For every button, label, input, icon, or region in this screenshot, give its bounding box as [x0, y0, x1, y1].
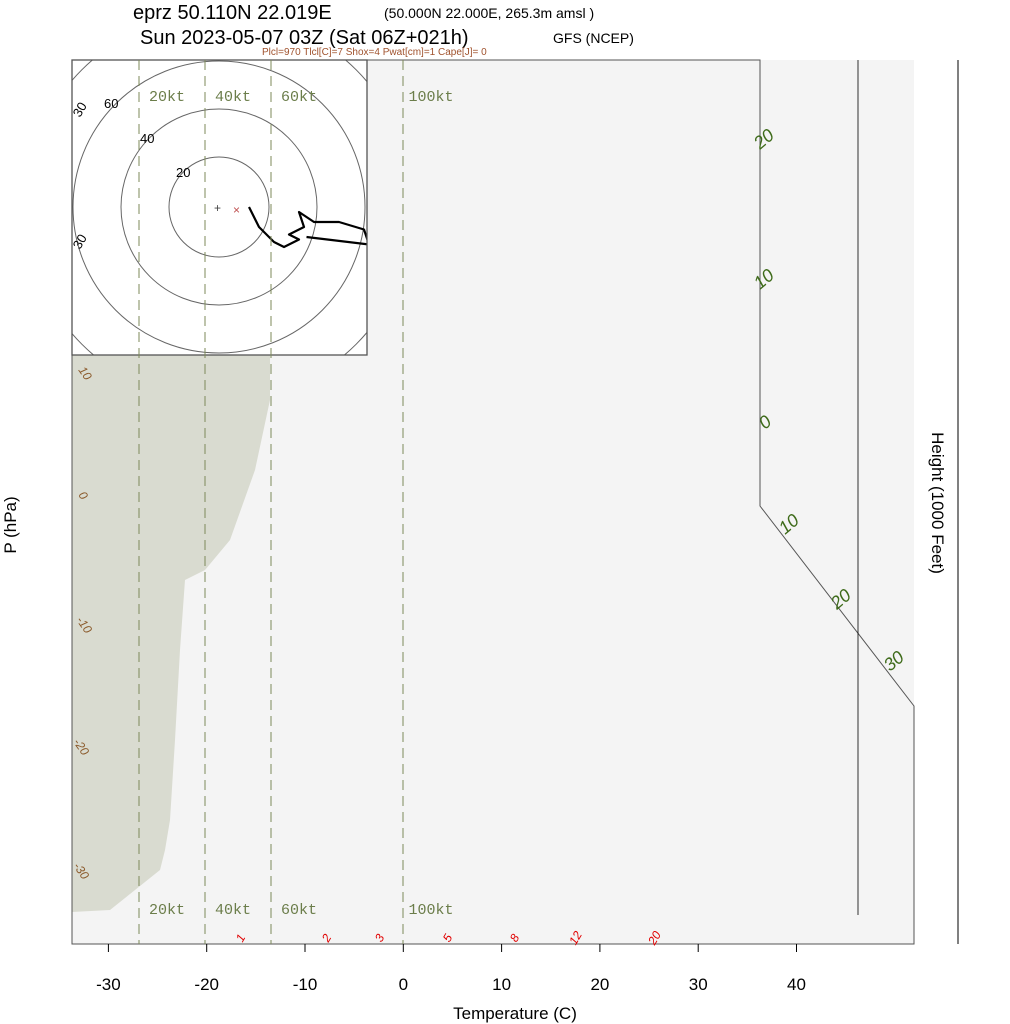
wind-speed-label-top: 40kt [215, 89, 251, 106]
temperature-tick-label: 20 [590, 975, 609, 994]
hodograph: 20 40 60 30 30 + × [70, 59, 368, 356]
temperature-tick-label: 10 [492, 975, 511, 994]
sounding-params: Plcl=970 Tlcl[C]=7 Shox=4 Pwat[cm]=1 Cap… [262, 47, 487, 58]
hodograph-trace [248, 206, 367, 249]
wind-speed-label-top: 60kt [281, 89, 317, 106]
wind-speed-label-bottom: 40kt [215, 902, 251, 919]
hodograph-ring-label: 60 [104, 96, 118, 111]
temperature-tick-label: 40 [787, 975, 806, 994]
hodograph-ring-label: 40 [140, 131, 154, 146]
y-axis-label: P (hPa) [1, 496, 20, 553]
temperature-tick-label: 30 [689, 975, 708, 994]
hodograph-ring-label: 20 [176, 165, 190, 180]
wind-speed-label-top: 100kt [408, 89, 453, 106]
mixing-ratio-label: 20 [645, 928, 664, 948]
hodograph-storm-mark: × [233, 203, 240, 217]
temperature-tick-label: -30 [96, 975, 121, 994]
plot-frame [71, 59, 915, 945]
height-axis-label: Height (1000 Feet) [928, 432, 947, 574]
title-model: GFS (NCEP) [553, 30, 634, 46]
hodograph-origin-mark: + [214, 201, 221, 215]
wind-speed-guides: 20kt 20kt 40kt 40kt 60kt 60kt 100kt 100kt [138, 60, 454, 944]
hodograph-ring [168, 156, 270, 258]
temperature-tick-label: -10 [293, 975, 318, 994]
hodograph-dir-label: 30 [70, 99, 90, 119]
wind-speed-label-top: 20kt [149, 89, 185, 106]
mixing-ratio-label: 12 [566, 928, 585, 947]
temperature-tick-label: -20 [194, 975, 219, 994]
title-coords: (50.000N 22.000E, 265.3m amsl ) [384, 5, 594, 21]
title-time: Sun 2023-05-07 03Z (Sat 06Z+021h) [140, 27, 469, 49]
wind-speed-label-bottom: 100kt [408, 902, 453, 919]
x-axis-label: Temperature (C) [453, 1004, 577, 1023]
hodograph-ring [72, 60, 366, 354]
hodograph-ring [120, 108, 318, 306]
title-location: eprz 50.110N 22.019E [133, 2, 332, 24]
temperature-tick-label: 0 [399, 975, 408, 994]
hodograph-dir-label: 30 [70, 231, 90, 251]
wind-speed-label-bottom: 60kt [281, 902, 317, 919]
wind-speed-label-bottom: 20kt [149, 902, 185, 919]
